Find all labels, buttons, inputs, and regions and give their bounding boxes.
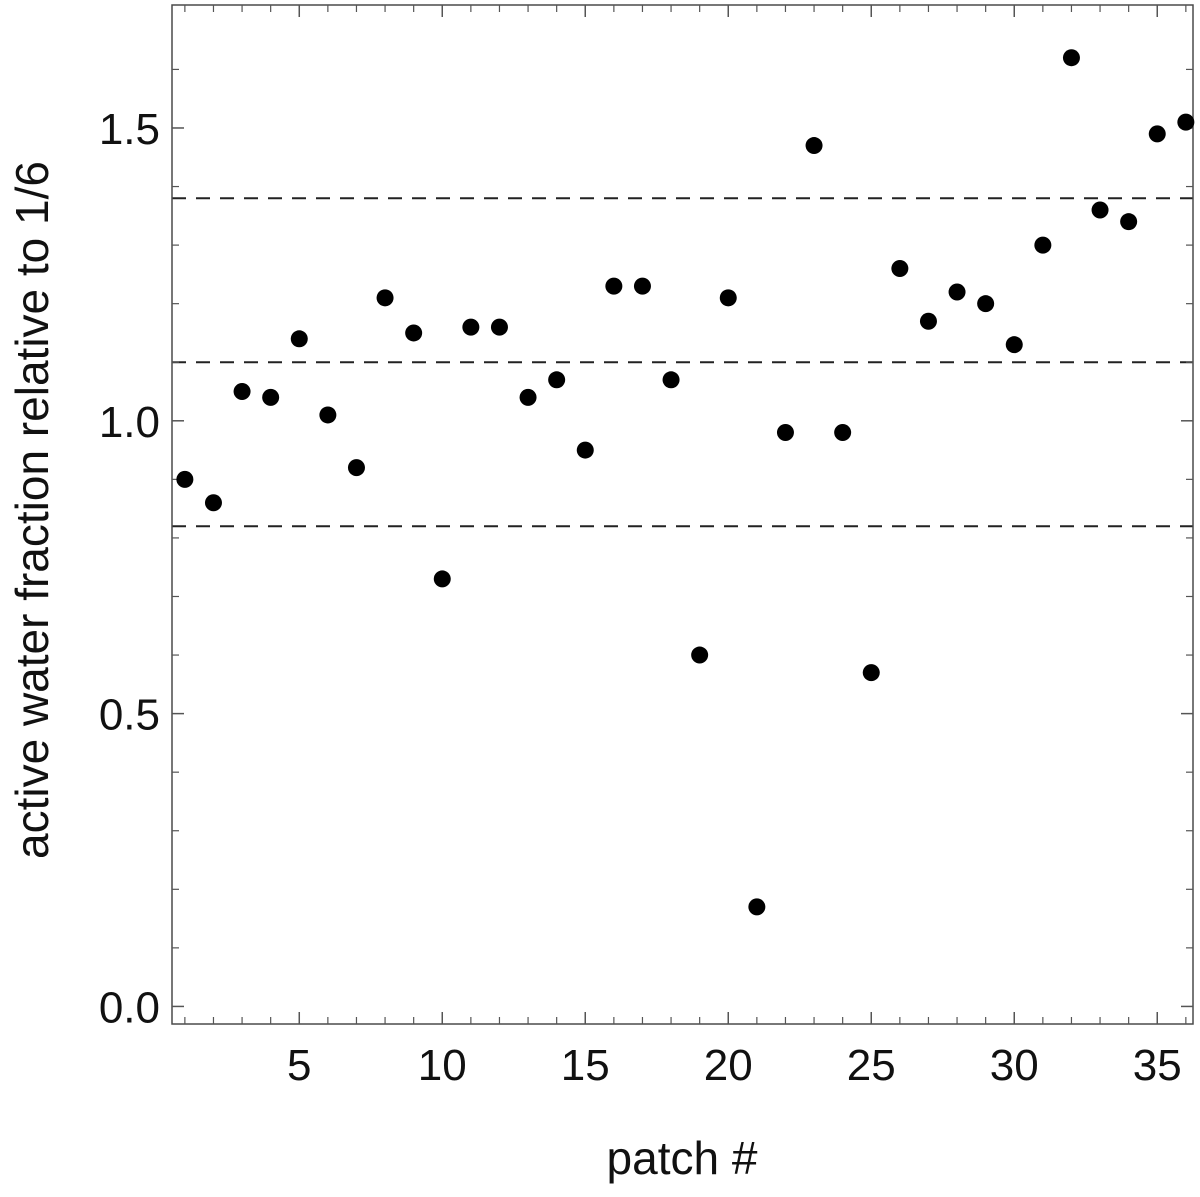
y-tick-label: 0.5	[99, 691, 160, 740]
data-point	[262, 388, 280, 406]
data-point	[290, 330, 308, 348]
data-point	[776, 424, 794, 442]
data-point	[1034, 236, 1052, 254]
x-tick-label: 5	[287, 1041, 311, 1090]
data-point	[462, 318, 480, 336]
y-axis-title: active water fraction relative to 1/6	[6, 161, 58, 859]
data-point	[805, 137, 823, 155]
data-point	[376, 289, 394, 307]
data-point	[919, 312, 937, 330]
data-point	[719, 289, 737, 307]
data-point	[548, 371, 566, 389]
data-point	[519, 388, 537, 406]
data-point	[862, 664, 880, 682]
data-point	[319, 406, 337, 424]
axis-ticks	[172, 5, 1193, 1024]
y-tick-label: 0.0	[99, 983, 160, 1032]
y-tick-label: 1.0	[99, 398, 160, 447]
data-point	[405, 324, 423, 342]
data-point	[1177, 113, 1195, 131]
data-point	[1062, 49, 1080, 67]
data-point	[977, 295, 995, 313]
x-tick-label: 15	[561, 1041, 610, 1090]
x-axis-title: patch #	[607, 1132, 758, 1184]
data-point	[1148, 125, 1166, 143]
data-point	[691, 646, 709, 664]
y-tick-label: 1.5	[99, 105, 160, 154]
data-point	[748, 898, 766, 916]
tick-labels: 5 10 15 20 25 30 35 0.0 0.5 1.0 1.5	[99, 105, 1182, 1090]
data-points	[176, 49, 1195, 916]
data-point	[176, 470, 194, 488]
data-point	[605, 277, 623, 295]
data-point	[1091, 201, 1109, 219]
x-tick-label: 10	[418, 1041, 467, 1090]
x-tick-label: 35	[1133, 1041, 1182, 1090]
x-tick-label: 20	[704, 1041, 753, 1090]
data-point	[633, 277, 651, 295]
data-point	[490, 318, 508, 336]
data-point	[662, 371, 680, 389]
data-point	[1120, 213, 1138, 231]
data-point	[834, 424, 852, 442]
data-point	[233, 383, 251, 401]
data-point	[948, 283, 966, 301]
plot-frame	[171, 4, 1194, 1025]
data-point	[1005, 336, 1023, 354]
x-tick-label: 30	[990, 1041, 1039, 1090]
data-point	[347, 459, 365, 477]
data-point	[576, 441, 594, 459]
data-point	[891, 260, 909, 278]
reference-lines	[172, 197, 1193, 528]
x-tick-label: 25	[847, 1041, 896, 1090]
data-point	[433, 570, 451, 588]
data-point	[204, 494, 222, 512]
plot-frame-rect	[171, 4, 1194, 1025]
